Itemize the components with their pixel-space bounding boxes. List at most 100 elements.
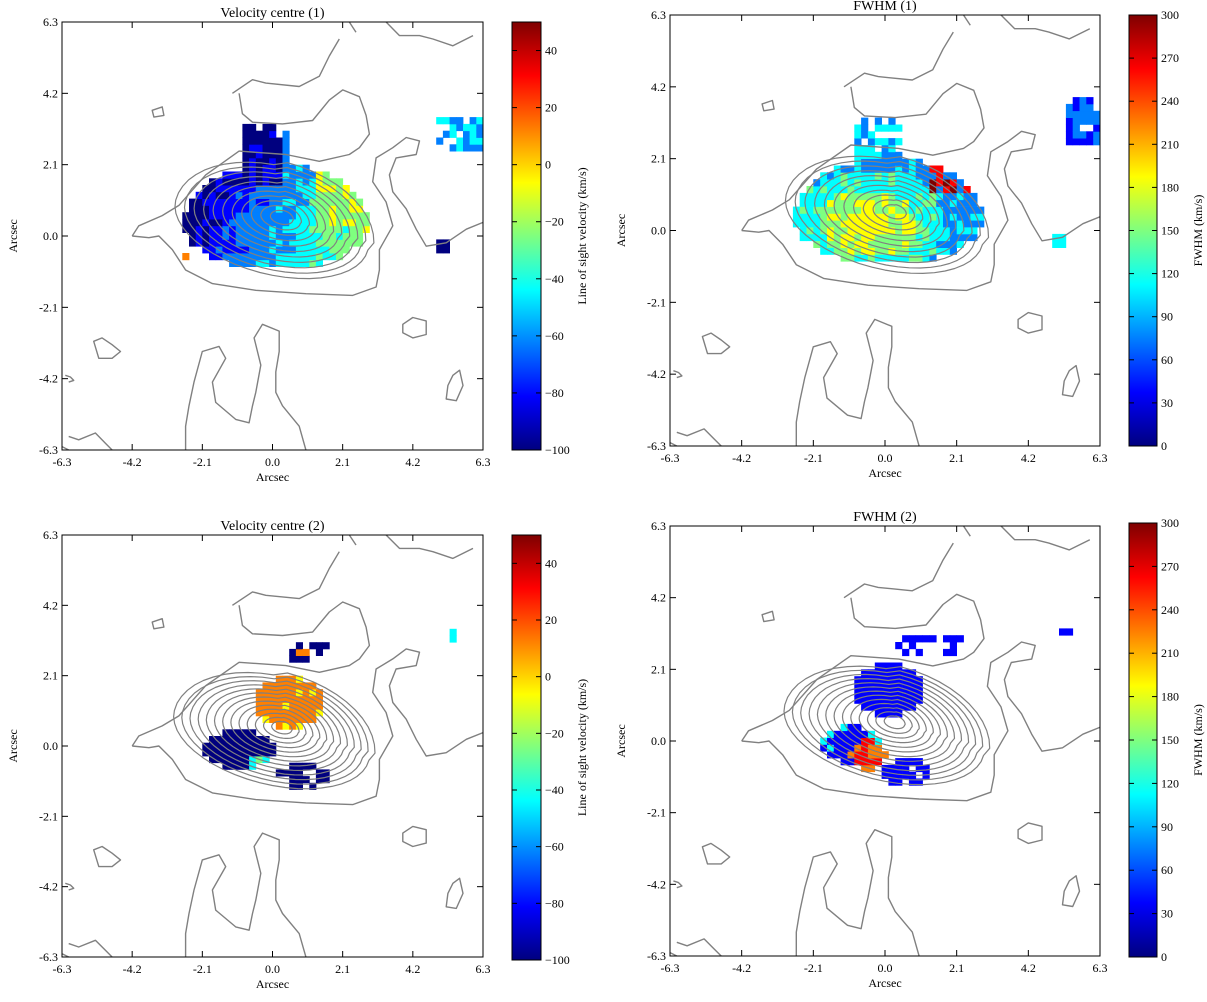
map-pixel (895, 165, 903, 173)
contour-inner (263, 716, 300, 739)
map-pixel (302, 185, 310, 193)
map-pixel (309, 191, 317, 199)
map-pixel (908, 165, 917, 173)
map-pixel (956, 199, 964, 207)
map-pixel (449, 130, 457, 138)
contour-inner (833, 179, 948, 247)
map-pixel (929, 247, 937, 255)
map-pixel (282, 144, 290, 152)
map-pixel (249, 164, 257, 172)
map-pixel (242, 130, 250, 138)
map-pixel (881, 683, 889, 691)
y-tick-label: 0.0 (43, 739, 58, 753)
map-pixel (888, 179, 896, 187)
map-pixel (847, 730, 855, 738)
map-pixel (349, 225, 357, 233)
contour-inner (269, 209, 294, 226)
map-pixel (847, 233, 855, 242)
map-pixel (469, 117, 477, 125)
map-pixel (255, 171, 263, 179)
map-pixel (895, 778, 903, 786)
map-pixel (249, 729, 257, 737)
map-pixel (861, 117, 869, 125)
map-pixel (322, 185, 330, 193)
map-pixel (262, 742, 270, 750)
map-pixel (295, 675, 303, 683)
map-pixel (908, 683, 917, 691)
map-pixel (275, 689, 283, 697)
x-axis-label: Arcsec (256, 977, 289, 991)
map-pixel (847, 192, 855, 201)
map-pixel (970, 227, 978, 235)
map-pixel (262, 709, 270, 717)
contour-blob (151, 106, 165, 118)
map-pixel (269, 715, 277, 723)
map-pixel (881, 696, 889, 704)
map-pixel (1086, 138, 1094, 146)
map-pixel (295, 225, 303, 233)
map-pixel (229, 729, 237, 737)
map-pixel (874, 247, 882, 255)
map-pixel (255, 137, 263, 145)
map-pixel (888, 233, 896, 242)
map-pixel (820, 233, 828, 242)
map-pixel (222, 205, 230, 213)
map-pixel (915, 689, 923, 697)
map-pixel (269, 212, 277, 220)
map-pixel (833, 240, 841, 248)
contour-inner (875, 711, 913, 734)
map-pixel (329, 225, 337, 233)
contour-inner (800, 673, 977, 776)
map-pixel (874, 676, 882, 684)
contour-inner (189, 680, 362, 781)
map-pixel (881, 124, 889, 132)
map-pixel (436, 246, 444, 254)
map-pixel (476, 117, 483, 125)
map-pixel (840, 227, 848, 235)
y-tick-label: -6.3 (39, 443, 58, 457)
map-pixel (269, 151, 277, 159)
map-pixel (867, 744, 876, 752)
map-pixel (295, 722, 303, 730)
x-tick-label: -4.2 (123, 455, 142, 469)
map-pixel (861, 751, 869, 759)
map-pixel (895, 179, 903, 187)
map-pixel (262, 205, 270, 213)
map-pixel (302, 715, 310, 723)
map-pixel (249, 736, 257, 744)
map-pixel (813, 206, 821, 214)
map-pixel (908, 186, 917, 194)
colorbar-tick-label: 180 (1161, 690, 1179, 704)
map-pixel (275, 253, 283, 261)
x-tick-label: -2.1 (193, 962, 212, 976)
map-pixel (895, 199, 903, 207)
map-pixel (895, 158, 903, 166)
map-pixel (874, 206, 882, 214)
colorbar-tick-label: −60 (545, 840, 564, 854)
contour-edge (673, 880, 683, 889)
map-pixel (275, 219, 283, 227)
map-pixel (854, 254, 862, 262)
map-pixel (302, 259, 310, 267)
map-pixel (295, 232, 303, 240)
map-pixel (295, 769, 303, 777)
y-tick-label: 2.1 (651, 662, 666, 676)
chart-panel: -6.3 -4.2 -2.1 0.0 2.1 4.2 6.3 -6.3 -4.2 -2.1 0.0 2… (6, 6, 589, 484)
map-pixel (255, 144, 263, 152)
map-pixel (229, 219, 237, 227)
map-pixel (289, 164, 297, 172)
map-pixel (922, 206, 930, 214)
map-pixel (881, 165, 889, 173)
map-pixel (847, 172, 855, 180)
map-pixel (895, 683, 903, 691)
plot-area (62, 22, 483, 450)
map-pixel (269, 695, 277, 703)
map-pixel (349, 232, 357, 240)
contour-bottom-arc (184, 323, 307, 450)
map-pixel (302, 695, 310, 703)
map-pixel (189, 219, 197, 227)
map-pixel (469, 123, 477, 132)
map-pixel (813, 227, 821, 235)
map-pixel (936, 172, 944, 180)
map-pixel (189, 225, 197, 233)
